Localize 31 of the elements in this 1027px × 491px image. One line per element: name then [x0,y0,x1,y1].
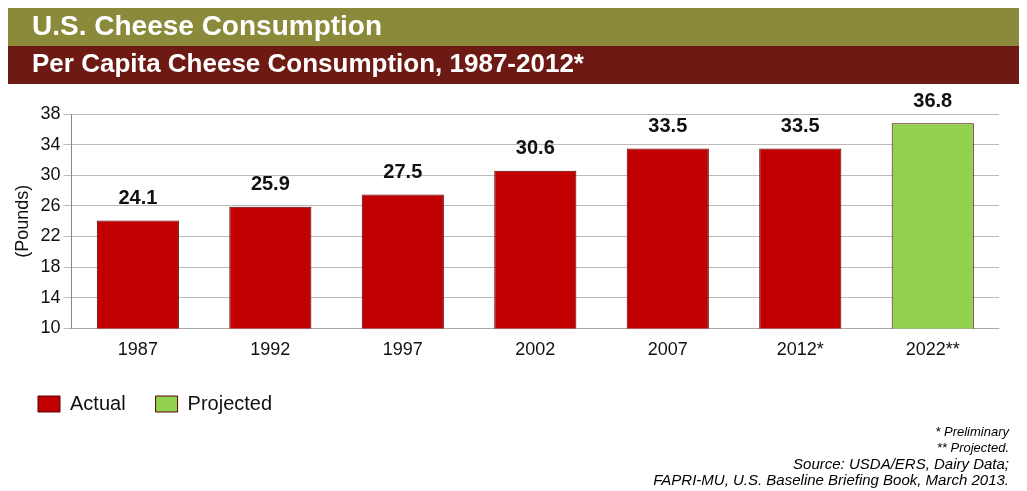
data-label: 25.9 [250,172,290,195]
x-tick-label: 2007 [647,339,688,360]
data-label: 33.5 [648,113,688,136]
chart-title: U.S. Cheese Consumption [8,8,1019,46]
x-tick-label: 2012* [776,339,824,360]
text: FAPRI-MU, U.S. Baseline Briefing Book, March 2013. [652,471,1009,488]
x-tick-label: 2002 [515,339,556,360]
chart-subtitle: Per Capita Cheese Consumption, 1987-2012* [8,46,1019,84]
text: ** Projected. [935,440,1009,456]
data-label: 36.8 [913,88,953,111]
y-tick-label: 34 [40,133,61,154]
data-label: 33.5 [780,113,820,136]
y-tick-label: 38 [40,102,61,123]
data-label: 30.6 [515,136,555,159]
y-tick-label: 30 [40,164,61,185]
y-axis-title: (Pounds) [11,184,32,258]
y-tick-label: 22 [40,225,61,246]
x-tick-label: 1987 [117,339,158,360]
legend-label: Actual [70,391,126,414]
text: * Preliminary [934,424,1009,440]
y-tick-label: 26 [40,194,61,215]
source-note: Source: USDA/ERS, Dairy Data; [792,455,1009,472]
y-tick-label: 10 [40,317,61,338]
data-label: 24.1 [118,185,158,208]
x-tick-label: 2022** [905,339,960,360]
x-tick-label: 1997 [382,339,423,360]
x-tick-label: 1992 [250,339,291,360]
legend-label: Projected [187,391,273,414]
data-label: 27.5 [383,159,423,182]
y-tick-label: 18 [40,256,61,277]
y-tick-label: 14 [40,286,61,307]
